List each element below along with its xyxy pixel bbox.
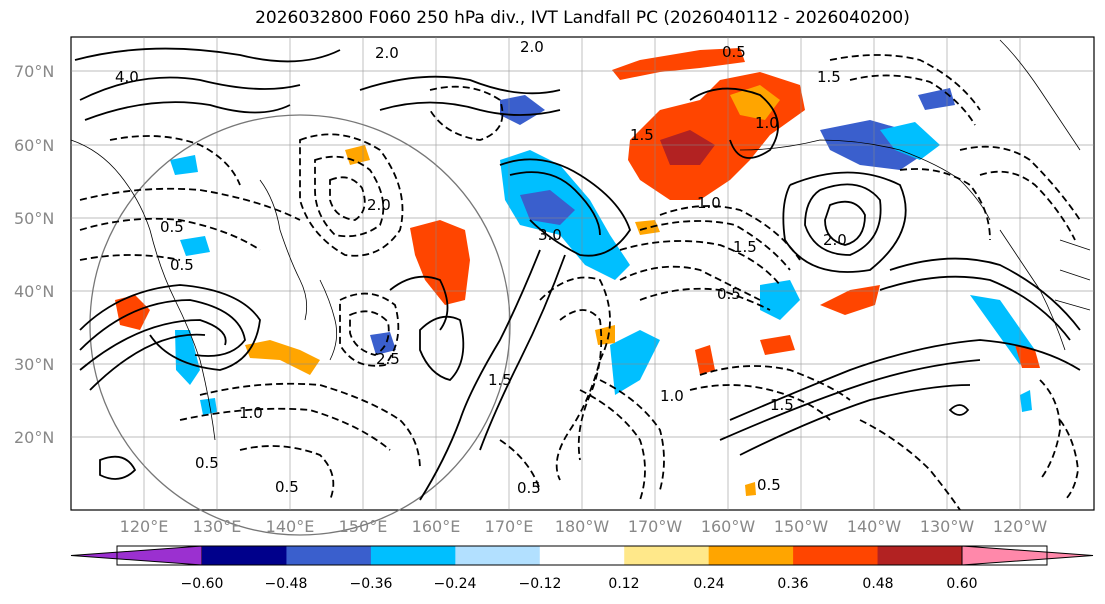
colorbar-segment bbox=[961, 545, 1094, 566]
colorbar-segment bbox=[70, 545, 203, 566]
contour-label: 2.0 bbox=[367, 196, 391, 214]
lon-label: 140°W bbox=[846, 517, 902, 536]
contour-label: 0.5 bbox=[717, 285, 741, 303]
contour-label: 1.0 bbox=[660, 387, 684, 405]
colorbar-segment bbox=[202, 546, 287, 565]
colorbar-tick: 0.36 bbox=[777, 576, 809, 592]
contour-label: 1.0 bbox=[697, 194, 721, 212]
lon-label: 120°E bbox=[119, 517, 169, 536]
contour-label: 0.5 bbox=[517, 479, 541, 497]
lon-label: 160°W bbox=[700, 517, 756, 536]
colorbar-tick: −0.60 bbox=[180, 576, 224, 592]
colorbar-tick: −0.48 bbox=[264, 576, 308, 592]
colorbar-segment bbox=[455, 546, 541, 565]
lon-label: 170°W bbox=[627, 517, 683, 536]
contour-label: 0.5 bbox=[195, 454, 219, 472]
contour-label: 4.0 bbox=[115, 68, 139, 86]
dashed-contours bbox=[79, 54, 1081, 511]
colorbar-segment bbox=[539, 546, 625, 565]
colorbar-tick: −0.36 bbox=[349, 576, 393, 592]
lat-label: 70°N bbox=[14, 62, 55, 81]
colorbar-segment bbox=[877, 546, 963, 565]
lon-label: 180°W bbox=[554, 517, 610, 536]
coastlines bbox=[70, 39, 1091, 441]
colorbar-tick: −0.12 bbox=[518, 576, 562, 592]
lon-label: 140°E bbox=[265, 517, 315, 536]
lon-label: 150°E bbox=[338, 517, 388, 536]
colorbar-segment bbox=[286, 546, 372, 565]
contour-label: 1.5 bbox=[630, 126, 654, 144]
landfall-radius-circle bbox=[89, 114, 511, 536]
colorbar-tick: 0.12 bbox=[608, 576, 640, 592]
contour-label: 0.5 bbox=[170, 256, 194, 274]
colorbar-segment bbox=[370, 546, 456, 565]
lat-label: 50°N bbox=[14, 209, 55, 228]
lon-label: 130°E bbox=[192, 517, 242, 536]
contour-label: 3.0 bbox=[538, 226, 562, 244]
colorbar-segment bbox=[793, 546, 879, 565]
colorbar-segment bbox=[624, 546, 710, 565]
contour-label: 0.5 bbox=[275, 478, 299, 496]
contour-label: 1.5 bbox=[733, 238, 757, 256]
lon-label: 130°W bbox=[919, 517, 975, 536]
contour-label: 1.5 bbox=[488, 371, 512, 389]
contour-label: 1.0 bbox=[239, 404, 263, 422]
solid-contours bbox=[74, 47, 1081, 501]
contour-labels: 4.0 2.0 2.0 0.5 1.5 1.0 0.5 1.5 2.0 0.5 … bbox=[115, 38, 847, 497]
colorbar-tick: 0.24 bbox=[693, 576, 725, 592]
lon-label: 170°E bbox=[484, 517, 534, 536]
lat-label: 60°N bbox=[14, 136, 55, 155]
contour-label: 1.5 bbox=[770, 396, 794, 414]
contour-label: 1.0 bbox=[755, 114, 779, 132]
map-title: 2026032800 F060 250 hPa div., IVT Landfa… bbox=[255, 8, 910, 28]
map-frame bbox=[70, 36, 1095, 511]
contour-label: 2.0 bbox=[520, 38, 544, 56]
contour-label: 0.5 bbox=[160, 218, 184, 236]
contour-label: 2.0 bbox=[823, 231, 847, 249]
contour-label: 0.5 bbox=[757, 476, 781, 494]
lon-label: 150°W bbox=[773, 517, 829, 536]
lat-label: 20°N bbox=[14, 428, 55, 447]
contour-label: 0.5 bbox=[722, 43, 746, 61]
contour-label: 1.5 bbox=[817, 68, 841, 86]
lon-label: 120°W bbox=[992, 517, 1048, 536]
contour-label: 2.5 bbox=[376, 350, 400, 368]
colorbar-segment bbox=[708, 546, 794, 565]
lon-label: 160°E bbox=[411, 517, 461, 536]
contour-label: 2.0 bbox=[375, 44, 399, 62]
colorbar-tick: 0.60 bbox=[946, 576, 978, 592]
lat-label: 40°N bbox=[14, 282, 55, 301]
divergence-shading bbox=[115, 48, 1040, 496]
lat-label: 30°N bbox=[14, 355, 55, 374]
colorbar-tick: −0.24 bbox=[433, 576, 477, 592]
colorbar-tick: 0.48 bbox=[862, 576, 894, 592]
